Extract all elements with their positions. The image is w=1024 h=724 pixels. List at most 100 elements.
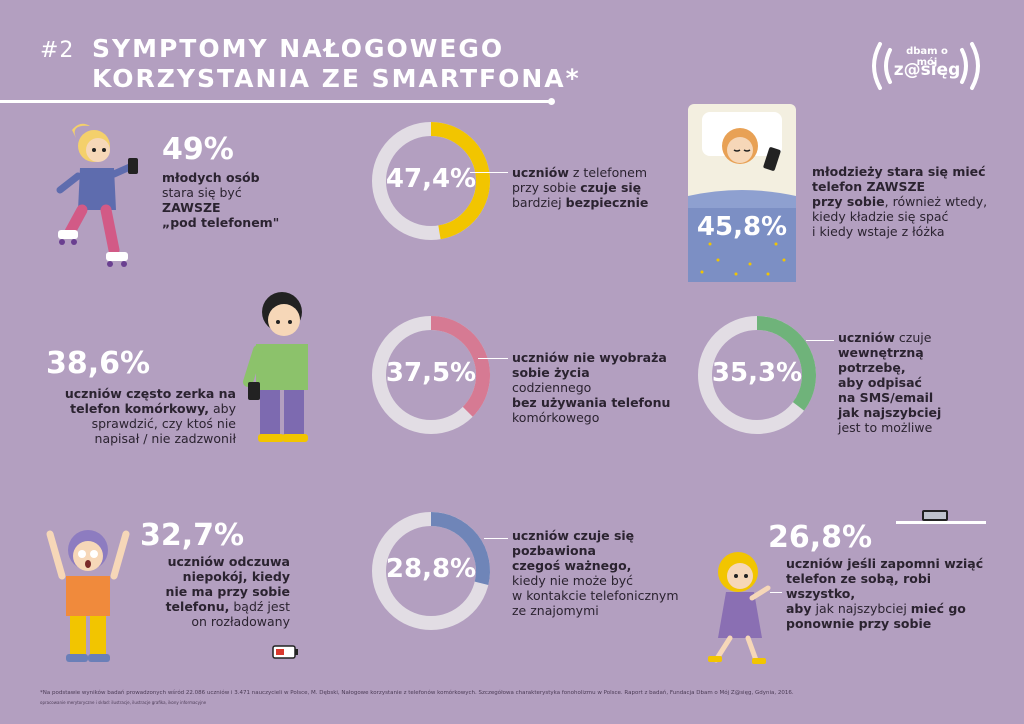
stat-26-8-line3-b: jak najszybciej bbox=[811, 601, 911, 616]
stat-32-7-line1: odczuwa bbox=[224, 554, 290, 569]
logo-line-2: z@sięg bbox=[893, 60, 961, 80]
stat-47-4-line1: z telefonem bbox=[568, 165, 648, 180]
stat-38-6-line1: często zerka na bbox=[121, 386, 236, 401]
stat-35-3-line3: aby odpisać bbox=[838, 375, 922, 390]
section-number: #2 bbox=[40, 38, 75, 63]
stat-26-8-line2: telefon ze sobą, robi wszystko, bbox=[786, 571, 932, 601]
ring-chart-35-3 bbox=[698, 316, 816, 434]
stat-47-4-line3-bold: bezpiecznie bbox=[565, 195, 649, 210]
stat-38-6-line2: aby bbox=[209, 401, 236, 416]
stat-49-line3: ZAWSZE bbox=[162, 200, 221, 215]
connector-line bbox=[470, 172, 508, 173]
stat-32-7-subject: uczniów bbox=[167, 554, 225, 569]
stat-38-6-line4: napisał / nie zadzwonił bbox=[94, 431, 236, 446]
logo-line-1: dbam o mój bbox=[906, 46, 948, 68]
worried-kid-illustration bbox=[46, 530, 130, 662]
footnote-credits: opracowanie merytoryczne i skład: ilustr… bbox=[40, 700, 207, 705]
stat-37-5-line3: bez używania telefonu bbox=[512, 395, 671, 410]
stat-28-8-line6: ze znajomymi bbox=[512, 603, 599, 618]
title-underline bbox=[0, 100, 552, 103]
stat-35-3-line4: na SMS/email bbox=[838, 390, 934, 405]
stat-47-4-line2-bold: czuje się bbox=[580, 180, 642, 195]
stat-45-8-line3-bold: przy sobie bbox=[812, 194, 885, 209]
stat-45-8-line2: telefon ZAWSZE bbox=[812, 179, 926, 194]
stat-35-3-line5: jak najszybciej bbox=[838, 405, 942, 420]
ring-label-37-5: 37,5% bbox=[385, 358, 477, 388]
stat-26-8-subject: uczniów bbox=[786, 556, 843, 571]
page-title: SYMPTOMY NAŁOGOWEGO KORZYSTANIA ZE SMART… bbox=[92, 34, 581, 94]
stat-28-8-line2: pozbawiona bbox=[512, 543, 596, 558]
stat-45-8-line5: i kiedy wstaje z łóżka bbox=[812, 224, 945, 239]
ring-chart-47-4 bbox=[372, 122, 490, 240]
connector-line bbox=[484, 538, 508, 539]
stat-28-8-subject: uczniów bbox=[512, 528, 569, 543]
stat-28-8-line4: kiedy nie może być bbox=[512, 573, 634, 588]
stat-32-7-line2: niepokój, kiedy bbox=[182, 569, 290, 584]
stat-49-text: młodych osób stara się być ZAWSZE „pod t… bbox=[162, 170, 312, 230]
low-battery-icon bbox=[272, 645, 298, 659]
title-line-1: SYMPTOMY NAŁOGOWEGO bbox=[92, 34, 505, 63]
stat-45-8-line3: , również wtedy, bbox=[884, 194, 988, 209]
stat-32-7-line5: on rozładowany bbox=[191, 614, 290, 629]
stat-35-3-text: uczniów czuje wewnętrzną potrzebę, aby o… bbox=[838, 330, 988, 435]
ring-arc bbox=[756, 316, 816, 411]
stat-26-8-line4: ponownie przy sobie bbox=[786, 616, 932, 631]
ring-label-28-8: 28,8% bbox=[385, 554, 477, 584]
stat-49-line2: stara się być bbox=[162, 185, 242, 200]
stat-35-3-subject: uczniów bbox=[838, 330, 895, 345]
stat-32-7-line4-bold: telefonu, bbox=[165, 599, 230, 614]
stat-38-6-line2-bold: telefon komórkowy, bbox=[70, 401, 210, 416]
ring-label-47-4: 47,4% bbox=[385, 164, 477, 194]
stat-37-5-text: uczniów nie wyobraża sobie życia codzien… bbox=[512, 350, 672, 425]
stat-35-3-line2: wewnętrzną potrzebę, bbox=[838, 345, 924, 375]
stat-38-6-subject: uczniów bbox=[64, 386, 122, 401]
stat-26-8-line1: jeśli zapomni wziąć bbox=[842, 556, 984, 571]
stat-26-8-percent: 26,8% bbox=[768, 520, 873, 555]
stat-47-4-text: uczniów z telefonem przy sobie czuje się… bbox=[512, 165, 672, 210]
stat-32-7-percent: 32,7% bbox=[140, 518, 245, 553]
title-line-2: KORZYSTANIA ZE SMARTFONA* bbox=[92, 64, 581, 93]
stat-45-8-line1: młodzieży stara się mieć bbox=[812, 164, 986, 179]
logo: dbam o mój z@sięg bbox=[866, 36, 986, 96]
stat-32-7-line4: bądź jest bbox=[229, 599, 290, 614]
stat-28-8-line5: w kontakcie telefonicznym bbox=[512, 588, 679, 603]
stat-49-percent: 49% bbox=[162, 132, 234, 167]
stat-45-8-percent: 45,8% bbox=[696, 212, 788, 242]
connector-line bbox=[770, 592, 782, 593]
stat-35-3-line6: jest to możliwe bbox=[838, 420, 933, 435]
stat-26-8-text: uczniów jeśli zapomni wziąć telefon ze s… bbox=[786, 556, 998, 631]
ring-chart-28-8 bbox=[372, 512, 490, 630]
stat-32-7-text: uczniów odczuwa niepokój, kiedy nie ma p… bbox=[140, 554, 290, 629]
stat-37-5-line2: codziennego bbox=[512, 380, 592, 395]
stat-38-6-text: uczniów często zerka na telefon komórkow… bbox=[46, 386, 236, 446]
stat-26-8-line3-a: aby bbox=[786, 601, 812, 616]
stat-47-4-line3: bardziej bbox=[512, 195, 566, 210]
stat-38-6-percent: 38,6% bbox=[46, 346, 151, 381]
stat-28-8-line1: czuje się bbox=[568, 528, 635, 543]
stat-45-8-text: młodzieży stara się mieć telefon ZAWSZE … bbox=[812, 164, 1002, 239]
stat-37-5-line4: komórkowego bbox=[512, 410, 600, 425]
ring-chart-37-5 bbox=[372, 316, 490, 434]
connector-line bbox=[806, 340, 834, 341]
phone-on-shelf-icon bbox=[896, 510, 986, 524]
stat-28-8-text: uczniów czuje się pozbawiona czegoś ważn… bbox=[512, 528, 682, 618]
stat-37-5-line2-bold: sobie życia bbox=[512, 365, 590, 380]
stat-35-3-line1: czuje bbox=[894, 330, 932, 345]
stat-26-8-line3-c: mieć go bbox=[910, 601, 966, 616]
title-underline-dot bbox=[548, 98, 555, 105]
stat-37-5-subject: uczniów bbox=[512, 350, 569, 365]
connector-line bbox=[478, 358, 508, 359]
stat-38-6-line3: sprawdzić, czy ktoś nie bbox=[91, 416, 236, 431]
bed-illustration bbox=[688, 104, 796, 282]
stat-49-line1: młodych osób bbox=[162, 170, 260, 185]
stat-32-7-line3: nie ma przy sobie bbox=[165, 584, 290, 599]
skater-girl-illustration bbox=[56, 123, 138, 267]
ring-arc bbox=[430, 316, 490, 417]
stat-49-line4: „pod telefonem" bbox=[162, 215, 280, 230]
stat-28-8-line3: czegoś ważnego, bbox=[512, 558, 632, 573]
footnote: *Na podstawie wyników badań prowadzonych… bbox=[40, 690, 794, 696]
ring-arc bbox=[430, 512, 490, 585]
stat-47-4-subject: uczniów bbox=[512, 165, 569, 180]
stat-47-4-line2: przy sobie bbox=[512, 180, 581, 195]
stat-37-5-line1: nie wyobraża bbox=[568, 350, 667, 365]
